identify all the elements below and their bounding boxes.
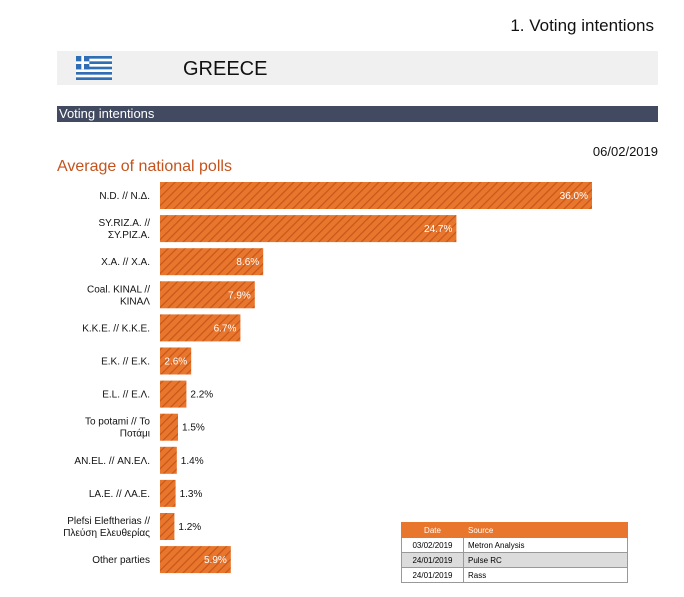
country-name: GREECE bbox=[183, 58, 268, 80]
table-row: 24/01/2019 Pulse RC bbox=[401, 552, 628, 568]
bar bbox=[160, 380, 187, 408]
source-date: 03/02/2019 bbox=[401, 537, 464, 553]
bar bbox=[160, 281, 255, 309]
table-row: 03/02/2019 Metron Analysis bbox=[401, 537, 628, 553]
data-label: 1.5% bbox=[182, 423, 205, 434]
category-label: Other parties bbox=[92, 555, 150, 566]
section-band: Voting intentions bbox=[57, 106, 658, 122]
category-label: E.K. // Ε.Κ. bbox=[101, 357, 150, 368]
data-label: 5.9% bbox=[204, 555, 227, 566]
sources-header-source: Source bbox=[463, 522, 628, 538]
category-label: X.A. // Χ.Α. bbox=[101, 257, 150, 268]
source-name: Pulse RC bbox=[463, 552, 628, 568]
category-label: SY.RIZ.A. //ΣΥ.ΡΙΖ.Α. bbox=[99, 218, 151, 241]
section-title: Voting intentions bbox=[59, 106, 155, 121]
sources-header-date: Date bbox=[401, 522, 464, 538]
category-label: N.D. // Ν.Δ. bbox=[99, 191, 150, 202]
page-title: 1. Voting intentions bbox=[510, 16, 654, 35]
data-label: 1.2% bbox=[178, 522, 201, 533]
data-label: 8.6% bbox=[236, 257, 259, 268]
country-header: GREECE bbox=[57, 51, 658, 85]
category-label: AN.EL. // ΑΝ.ΕΛ. bbox=[74, 456, 150, 467]
report-date: 06/02/2019 bbox=[592, 144, 658, 159]
category-label: Coal. KINAL //ΚΙΝΑΛ bbox=[87, 284, 150, 307]
bar bbox=[160, 413, 178, 441]
table-row: 24/01/2019 Rass bbox=[401, 567, 628, 583]
category-label: K.K.E. // Κ.Κ.Ε. bbox=[82, 323, 150, 334]
data-label: 6.7% bbox=[214, 323, 237, 334]
data-label: 1.3% bbox=[180, 489, 203, 500]
source-name: Metron Analysis bbox=[463, 537, 628, 553]
bar bbox=[160, 347, 192, 375]
category-label: E.L. // Ε.Λ. bbox=[102, 390, 150, 401]
category-label: LA.E. // ΛΑ.Ε. bbox=[89, 489, 150, 500]
data-label: 1.4% bbox=[181, 456, 204, 467]
bar bbox=[160, 248, 264, 276]
greece-flag-icon bbox=[76, 56, 112, 80]
data-label: 24.7% bbox=[424, 224, 452, 235]
data-label: 2.2% bbox=[190, 390, 213, 401]
bar bbox=[160, 546, 231, 574]
sources-table: Date Source 03/02/2019 Metron Analysis 2… bbox=[401, 522, 628, 583]
category-label: Plefsi Eleftherias //Πλεύση Ελευθερίας bbox=[63, 516, 150, 539]
source-name: Rass bbox=[463, 567, 628, 583]
bar bbox=[160, 513, 175, 540]
bar bbox=[160, 446, 177, 474]
data-label: 2.6% bbox=[164, 357, 187, 368]
bar bbox=[160, 314, 241, 342]
source-date: 24/01/2019 bbox=[401, 552, 464, 568]
data-label: 7.9% bbox=[228, 290, 251, 301]
bar bbox=[160, 215, 457, 243]
chart-title: Average of national polls bbox=[57, 158, 232, 175]
data-label: 36.0% bbox=[560, 191, 588, 202]
bar bbox=[160, 479, 176, 507]
bar bbox=[160, 182, 592, 209]
source-date: 24/01/2019 bbox=[401, 567, 464, 583]
category-label: To potami // Το Ποτάμι bbox=[85, 417, 150, 440]
